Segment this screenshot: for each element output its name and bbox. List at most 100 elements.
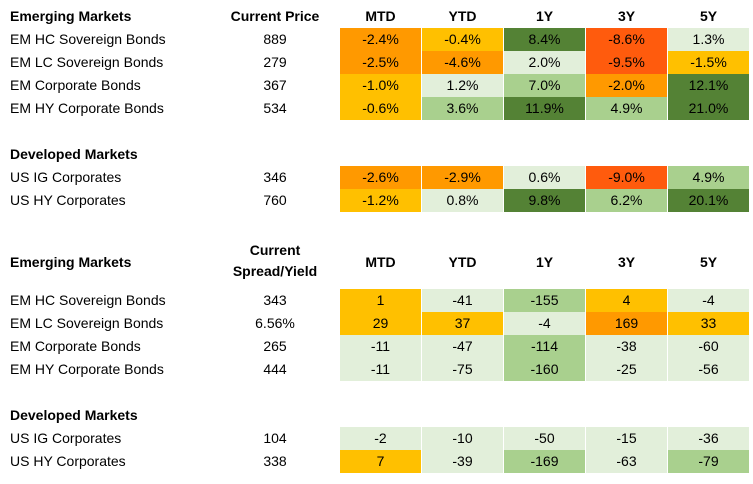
column-header-5y: 5Y	[699, 254, 718, 270]
metric-cell: -60	[668, 335, 749, 358]
section-header-row: Developed Markets	[0, 143, 753, 166]
row-value: 6.56%	[255, 315, 295, 331]
metric-cell: 8.4%	[504, 28, 585, 51]
row-value: 338	[263, 453, 287, 469]
row-value: 444	[263, 361, 287, 377]
metric-cell: -56	[668, 358, 749, 381]
metric-cell: -0.4%	[422, 28, 503, 51]
section-header-row: Developed Markets	[0, 404, 753, 427]
row-value: 104	[263, 430, 287, 446]
metric-cell: 169	[586, 312, 667, 335]
table-row: EM HY Corporate Bonds 534 -0.6% 3.6% 11.…	[0, 97, 753, 120]
metric-cell: -2.6%	[340, 166, 421, 189]
metric-cell: 2.0%	[504, 51, 585, 74]
metric-cell: -75	[422, 358, 503, 381]
metric-cell: 33	[668, 312, 749, 335]
metric-cell: -41	[422, 289, 503, 312]
metric-cell: -9.0%	[586, 166, 667, 189]
metric-cell: 21.0%	[668, 97, 749, 120]
row-value: 367	[263, 77, 287, 93]
row-label: EM Corporate Bonds	[10, 77, 141, 93]
metric-cell: 3.6%	[422, 97, 503, 120]
metric-cell: -63	[586, 450, 667, 473]
metric-cell: 1.3%	[668, 28, 749, 51]
metric-cell: 7.0%	[504, 74, 585, 97]
section-title: Developed Markets	[10, 407, 138, 423]
table-row: EM Corporate Bonds 367 -1.0% 1.2% 7.0% -…	[0, 74, 753, 97]
column-header-ytd: YTD	[448, 254, 477, 270]
metric-cell: -155	[504, 289, 585, 312]
metric-cell: -1.2%	[340, 189, 421, 212]
metric-cell: -50	[504, 427, 585, 450]
metric-cell: 12.1%	[668, 74, 749, 97]
metric-cell: -2.5%	[340, 51, 421, 74]
metric-cell: 29	[340, 312, 421, 335]
metric-cell: -11	[340, 358, 421, 381]
metric-cell: 20.1%	[668, 189, 749, 212]
column-header-price: Current Price	[230, 8, 320, 24]
metric-cell: -47	[422, 335, 503, 358]
metric-cell: 4	[586, 289, 667, 312]
column-header-mtd: MTD	[365, 8, 396, 24]
row-label: EM HC Sovereign Bonds	[10, 31, 166, 47]
metric-cell: -39	[422, 450, 503, 473]
metric-cell: -8.6%	[586, 28, 667, 51]
column-header-ytd: YTD	[448, 8, 477, 24]
column-header-3y: 3Y	[617, 254, 636, 270]
section-title: Developed Markets	[10, 146, 138, 162]
metric-cell: -38	[586, 335, 667, 358]
column-header-spread-line1: Current	[249, 242, 301, 258]
row-value: 534	[263, 100, 287, 116]
row-label: EM LC Sovereign Bonds	[10, 315, 164, 331]
section-title: Emerging Markets	[10, 254, 132, 270]
table-row: EM Corporate Bonds 265 -11 -47 -114 -38 …	[0, 335, 753, 358]
row-value: 343	[263, 292, 287, 308]
table-row: EM HC Sovereign Bonds 889 -2.4% -0.4% 8.…	[0, 28, 753, 51]
metric-cell: 4.9%	[668, 166, 749, 189]
table-row: US HY Corporates 338 7 -39 -169 -63 -79	[0, 450, 753, 473]
metric-cell: -11	[340, 335, 421, 358]
table-row: EM HY Corporate Bonds 444 -11 -75 -160 -…	[0, 358, 753, 381]
header-row-price: Emerging Markets Current Price MTD YTD 1…	[0, 5, 753, 28]
metric-cell: 11.9%	[504, 97, 585, 120]
metric-cell: 0.8%	[422, 189, 503, 212]
row-value: 279	[263, 54, 287, 70]
metric-cell: 4.9%	[586, 97, 667, 120]
column-header-1y: 1Y	[535, 8, 554, 24]
row-label: US IG Corporates	[10, 430, 122, 446]
metric-cell: 6.2%	[586, 189, 667, 212]
metric-cell: -1.0%	[340, 74, 421, 97]
column-header-spread-line2: Spread/Yield	[232, 263, 318, 279]
header-row-spread: Emerging Markets Current Spread/Yield MT…	[0, 240, 753, 284]
metric-cell: -0.6%	[340, 97, 421, 120]
table-row: EM LC Sovereign Bonds 279 -2.5% -4.6% 2.…	[0, 51, 753, 74]
metric-cell: -2.4%	[340, 28, 421, 51]
row-value: 760	[263, 192, 287, 208]
column-header-3y: 3Y	[617, 8, 636, 24]
row-label: EM LC Sovereign Bonds	[10, 54, 164, 70]
metric-cell: -4.6%	[422, 51, 503, 74]
row-label: EM HY Corporate Bonds	[10, 100, 164, 116]
row-label: US HY Corporates	[10, 192, 126, 208]
column-header-1y: 1Y	[535, 254, 554, 270]
metric-cell: -9.5%	[586, 51, 667, 74]
metric-cell: 1.2%	[422, 74, 503, 97]
metric-cell: -79	[668, 450, 749, 473]
row-value: 889	[263, 31, 287, 47]
metric-cell: -114	[504, 335, 585, 358]
table-row: EM HC Sovereign Bonds 343 1 -41 -155 4 -…	[0, 289, 753, 312]
table-row: US IG Corporates 104 -2 -10 -50 -15 -36	[0, 427, 753, 450]
row-value: 265	[263, 338, 287, 354]
table-row: US IG Corporates 346 -2.6% -2.9% 0.6% -9…	[0, 166, 753, 189]
metric-cell: -2.9%	[422, 166, 503, 189]
metric-cell: -160	[504, 358, 585, 381]
metric-cell: 7	[340, 450, 421, 473]
metric-cell: -25	[586, 358, 667, 381]
metric-cell: -4	[668, 289, 749, 312]
metric-cell: -2.0%	[586, 74, 667, 97]
column-header-spread: Current Spread/Yield	[205, 240, 345, 282]
metric-cell: -15	[586, 427, 667, 450]
row-label: EM HY Corporate Bonds	[10, 361, 164, 377]
metric-cell: 9.8%	[504, 189, 585, 212]
metric-cell: -1.5%	[668, 51, 749, 74]
